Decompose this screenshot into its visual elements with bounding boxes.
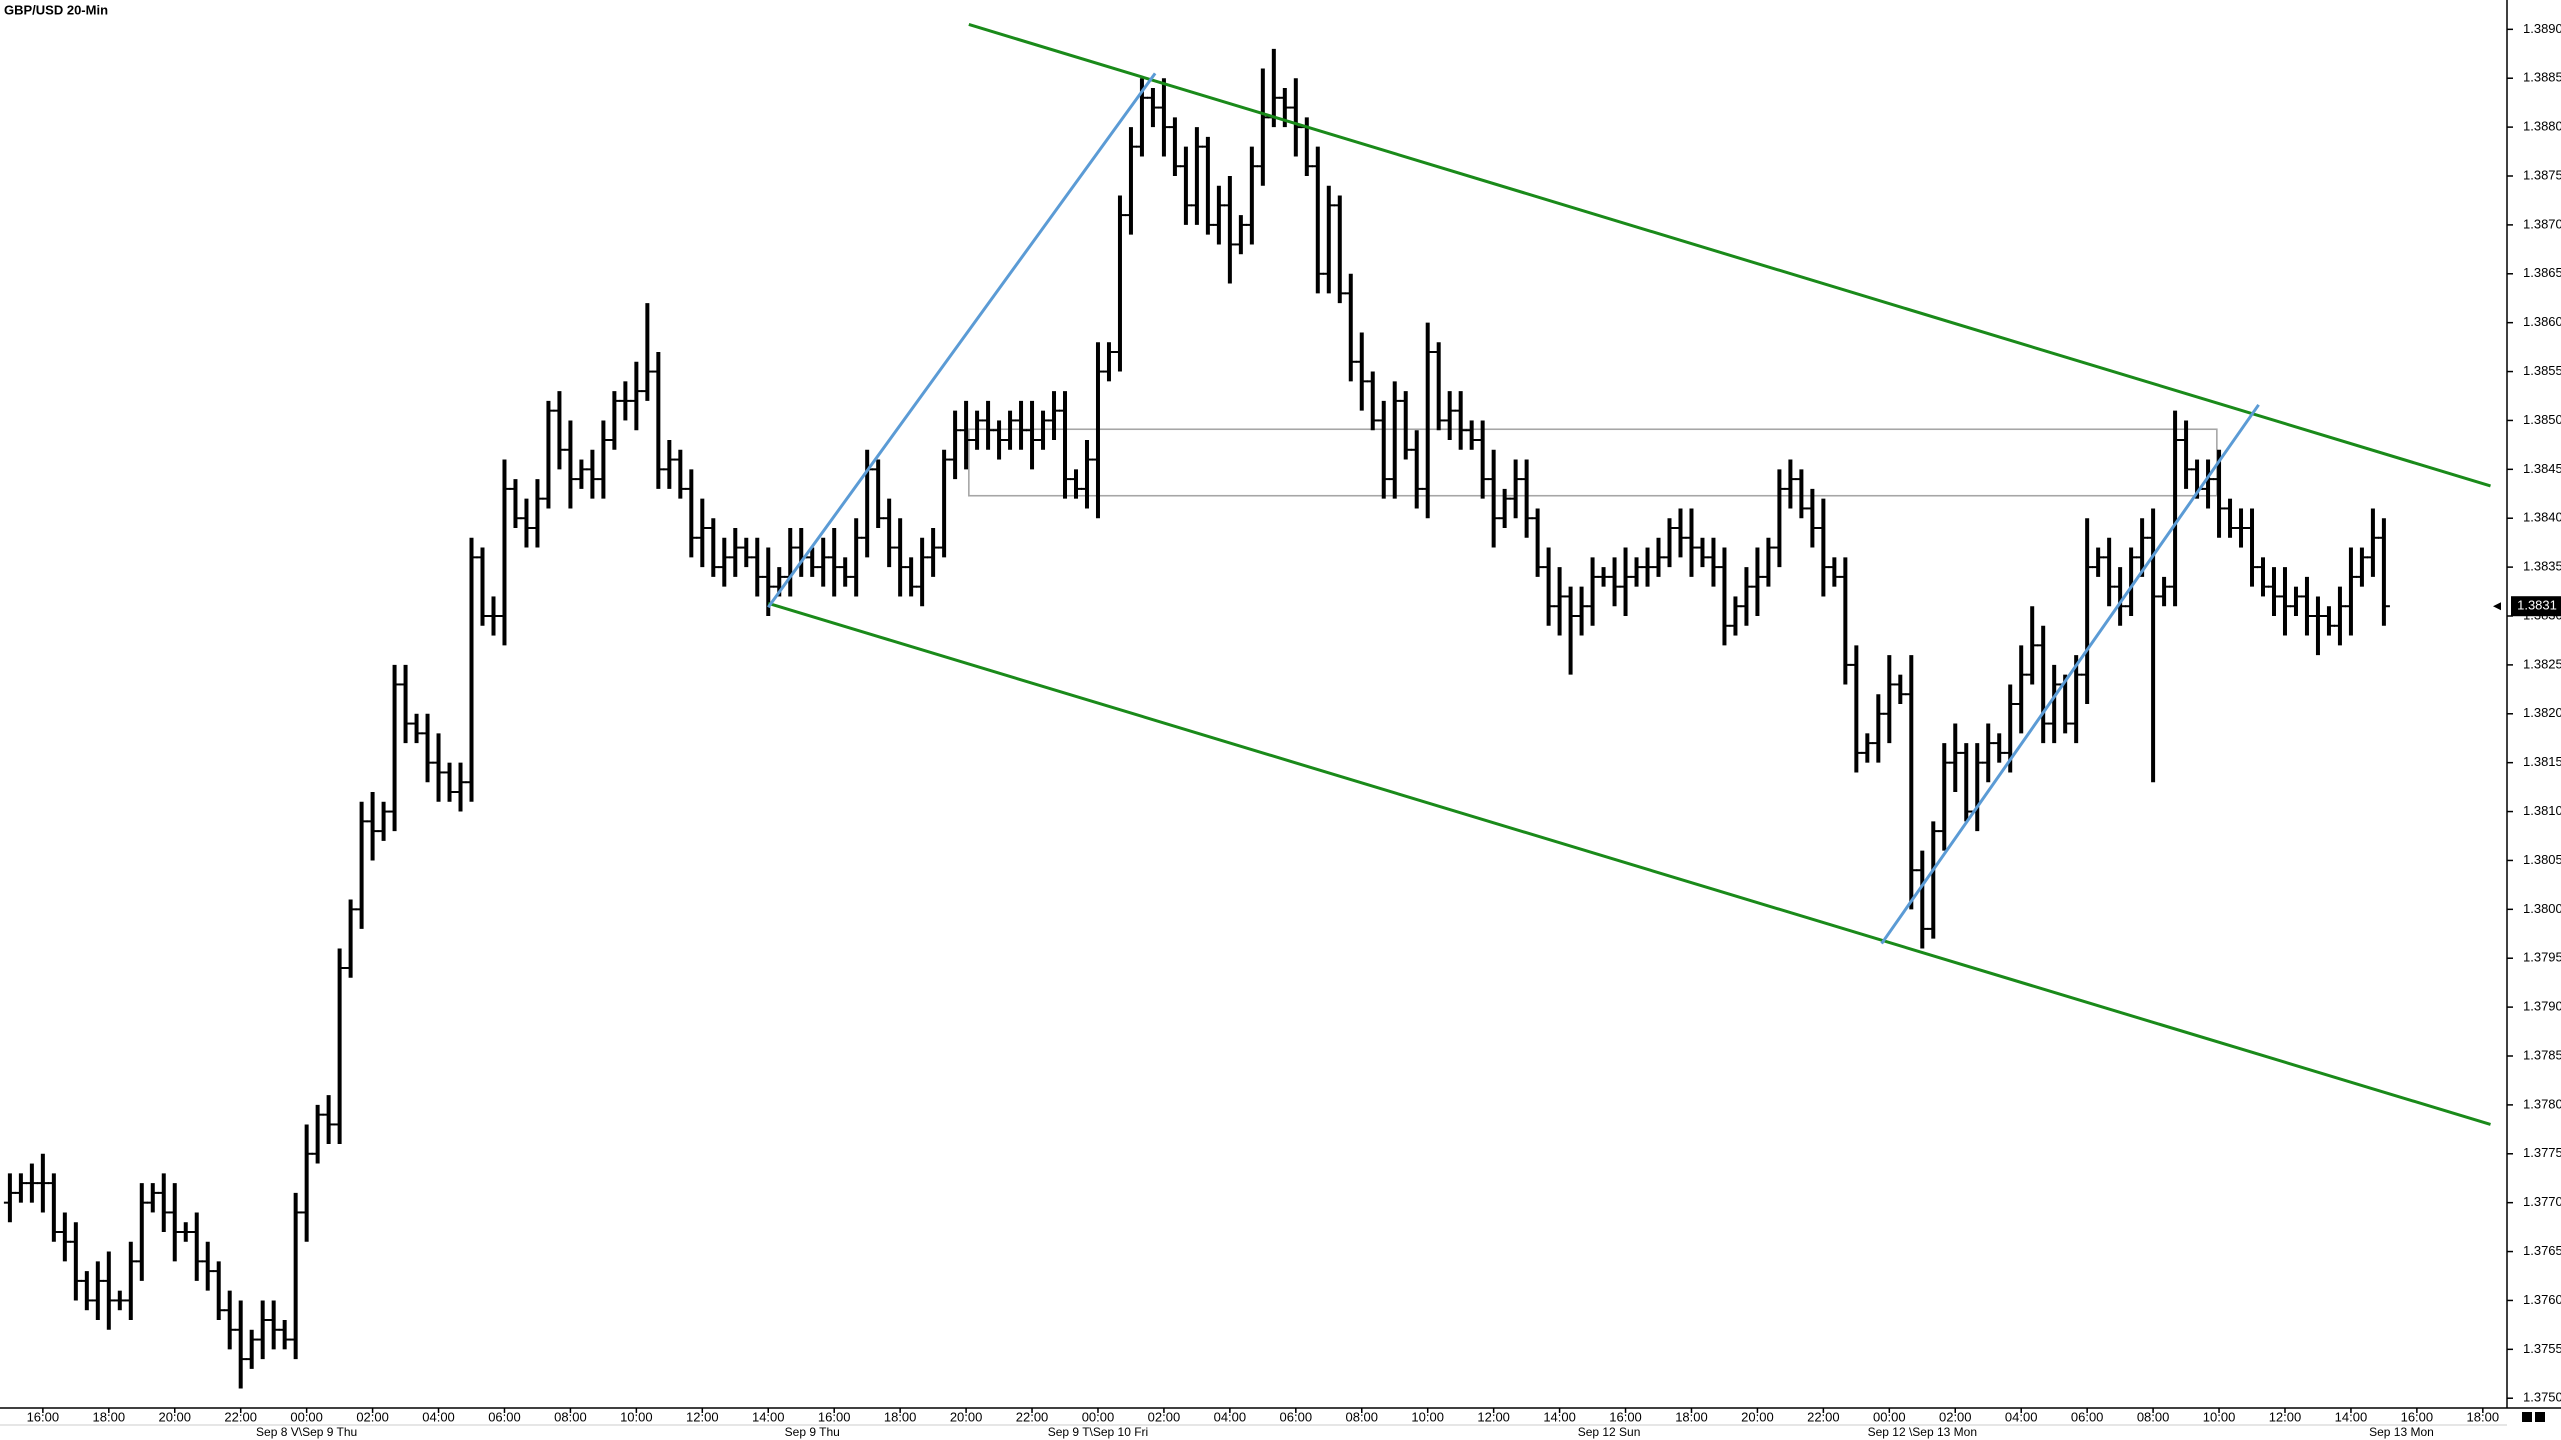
x-tick-label: 16:00 (1609, 1409, 1642, 1424)
y-tick-label: 1.3820 (2523, 705, 2561, 720)
x-tick-label: 04:00 (422, 1409, 455, 1424)
x-tick-label: 16:00 (2401, 1409, 2434, 1424)
x-tick-label: 10:00 (620, 1409, 653, 1424)
x-tick-label: 08:00 (554, 1409, 587, 1424)
x-tick-label: 18:00 (93, 1409, 126, 1424)
x-tick-label: 14:00 (752, 1409, 785, 1424)
x-tick-label: 08:00 (1345, 1409, 1378, 1424)
y-tick-label: 1.3795 (2523, 950, 2561, 965)
y-tick-label: 1.3815 (2523, 754, 2561, 769)
x-tick-label: 12:00 (2269, 1409, 2302, 1424)
trendline (767, 601, 2491, 1126)
x-tick-label: 02:00 (356, 1409, 389, 1424)
y-tick-label: 1.3805 (2523, 852, 2561, 867)
x-tick-label: 18:00 (1675, 1409, 1708, 1424)
trendline (767, 72, 1157, 609)
last-price-arrow (2493, 602, 2501, 611)
last-price-label: 1.3831 (2517, 598, 2557, 613)
x-tick-label: 08:00 (2137, 1409, 2170, 1424)
x-tick-label: 12:00 (686, 1409, 719, 1424)
y-tick-label: 1.3855 (2523, 363, 2561, 378)
date-label: Sep 12 \Sep 13 Mon (1868, 1425, 1977, 1439)
y-tick-label: 1.3880 (2523, 119, 2561, 134)
y-tick-label: 1.3775 (2523, 1145, 2561, 1160)
x-tick-label: 18:00 (2467, 1409, 2500, 1424)
y-tick-label: 1.3790 (2523, 999, 2561, 1014)
date-label: Sep 12 Sun (1578, 1425, 1641, 1439)
x-tick-label: 04:00 (2005, 1409, 2038, 1424)
x-tick-label: 06:00 (488, 1409, 521, 1424)
x-tick-label: 06:00 (2071, 1409, 2104, 1424)
x-tick-label: 22:00 (1807, 1409, 1840, 1424)
y-tick-label: 1.3860 (2523, 314, 2561, 329)
y-tick-label: 1.3800 (2523, 901, 2561, 916)
trendline (1880, 403, 2260, 945)
date-label: Sep 9 T\Sep 10 Fri (1048, 1425, 1149, 1439)
x-tick-label: 02:00 (1939, 1409, 1972, 1424)
y-tick-label: 1.3835 (2523, 559, 2561, 574)
y-tick-label: 1.3865 (2523, 265, 2561, 280)
y-tick-label: 1.3825 (2523, 656, 2561, 671)
x-tick-label: 20:00 (158, 1409, 191, 1424)
x-tick-label: 02:00 (1148, 1409, 1181, 1424)
y-tick-label: 1.3890 (2523, 21, 2561, 36)
x-tick-label: 06:00 (1280, 1409, 1313, 1424)
y-tick-label: 1.3840 (2523, 510, 2561, 525)
x-tick-label: 10:00 (2203, 1409, 2236, 1424)
date-label: Sep 8 V\Sep 9 Thu (256, 1425, 357, 1439)
x-tick-label: 18:00 (884, 1409, 917, 1424)
y-tick-label: 1.3810 (2523, 803, 2561, 818)
x-tick-label: 16:00 (818, 1409, 851, 1424)
x-tick-label: 00:00 (1873, 1409, 1906, 1424)
date-label: Sep 13 Mon (2369, 1425, 2434, 1439)
trendline (968, 23, 2491, 488)
y-tick-label: 1.3760 (2523, 1292, 2561, 1307)
corner-icon (2535, 1412, 2545, 1422)
x-tick-label: 20:00 (950, 1409, 983, 1424)
y-tick-label: 1.3870 (2523, 216, 2561, 231)
y-tick-label: 1.3780 (2523, 1096, 2561, 1111)
x-tick-label: 00:00 (290, 1409, 323, 1424)
y-tick-label: 1.3770 (2523, 1194, 2561, 1209)
y-tick-label: 1.3785 (2523, 1047, 2561, 1062)
x-tick-label: 04:00 (1214, 1409, 1247, 1424)
x-tick-label: 22:00 (1016, 1409, 1049, 1424)
corner-icon (2522, 1412, 2532, 1422)
x-tick-label: 10:00 (1411, 1409, 1444, 1424)
y-tick-label: 1.3755 (2523, 1341, 2561, 1356)
x-tick-label: 16:00 (27, 1409, 60, 1424)
x-tick-label: 00:00 (1082, 1409, 1115, 1424)
chart-title: GBP/USD 20-Min (4, 2, 108, 17)
y-tick-label: 1.3750 (2523, 1390, 2561, 1405)
x-tick-label: 14:00 (1543, 1409, 1576, 1424)
y-tick-label: 1.3850 (2523, 412, 2561, 427)
y-tick-label: 1.3885 (2523, 70, 2561, 85)
x-tick-label: 14:00 (2335, 1409, 2368, 1424)
y-tick-label: 1.3875 (2523, 167, 2561, 182)
y-tick-label: 1.3765 (2523, 1243, 2561, 1258)
x-tick-label: 20:00 (1741, 1409, 1774, 1424)
x-tick-label: 22:00 (224, 1409, 257, 1424)
x-tick-label: 12:00 (1477, 1409, 1510, 1424)
last-price-box (2511, 596, 2561, 617)
date-label: Sep 9 Thu (785, 1425, 840, 1439)
y-tick-label: 1.3845 (2523, 461, 2561, 476)
